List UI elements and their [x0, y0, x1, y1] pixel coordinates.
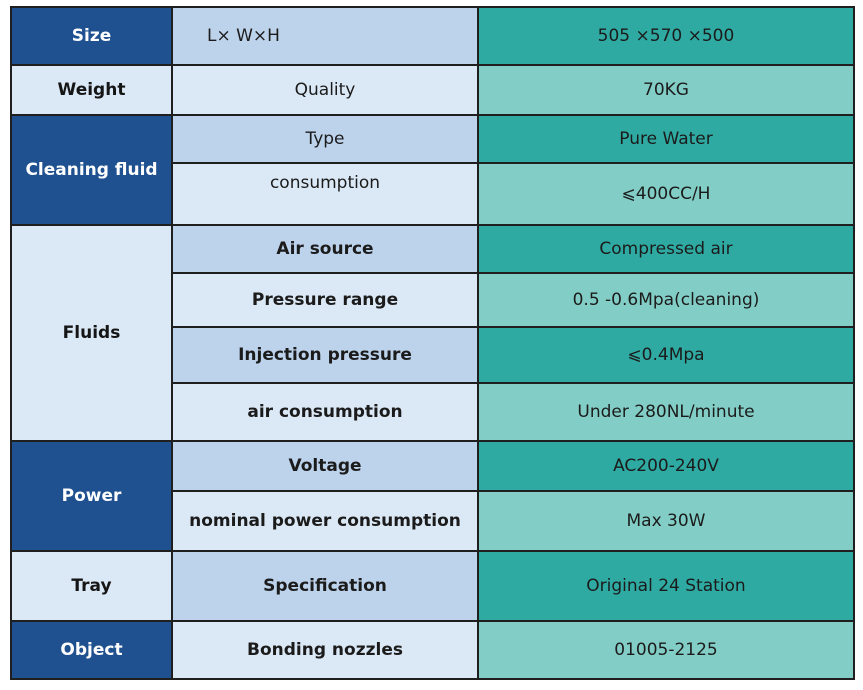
row-pressure-range: Pressure range 0.5 -0.6Mpa(cleaning) — [11, 272, 855, 328]
param-air-consumption: air consumption — [171, 382, 479, 442]
row-injection-pressure: Injection pressure ⩽0.4Mpa — [11, 326, 855, 384]
category-size: Size — [10, 6, 173, 66]
value-weight: 70KG — [477, 64, 855, 116]
value-type: Pure Water — [477, 114, 855, 164]
param-pressure-range: Pressure range — [171, 272, 479, 328]
row-weight: Weight Quality 70KG — [10, 64, 855, 116]
param-injection-pressure: Injection pressure — [171, 326, 479, 384]
param-quality: Quality — [171, 64, 479, 116]
param-nominal-power: nominal power consumption — [171, 490, 479, 552]
param-dimensions: L× W×H — [171, 6, 479, 66]
category-fluids: Fluids — [10, 224, 173, 442]
value-air-consumption: Under 280NL/minute — [477, 382, 855, 442]
spec-table: Size L× W×H 505 ×570 ×500 Weight Quality… — [10, 6, 855, 680]
category-weight: Weight — [10, 64, 173, 116]
row-size: Size L× W×H 505 ×570 ×500 — [10, 6, 855, 66]
row-air-consumption: air consumption Under 280NL/minute — [11, 382, 855, 442]
value-consumption: ⩽400CC/H — [477, 162, 855, 226]
value-air-source: Compressed air — [477, 224, 855, 274]
category-cleaning-fluid: Cleaning fluid — [10, 114, 173, 226]
param-consumption: consumption — [171, 162, 479, 226]
row-cleaning-type: Cleaning fluid Type Pure Water — [10, 114, 855, 226]
value-specification: Original 24 Station — [477, 550, 855, 622]
value-injection-pressure: ⩽0.4Mpa — [477, 326, 855, 384]
row-cleaning-consumption: consumption ⩽400CC/H — [11, 162, 855, 226]
param-air-source: Air source — [171, 224, 479, 274]
value-nominal-power: Max 30W — [477, 490, 855, 552]
param-voltage: Voltage — [171, 440, 479, 492]
category-object: Object — [10, 620, 173, 680]
value-pressure-range: 0.5 -0.6Mpa(cleaning) — [477, 272, 855, 328]
category-power: Power — [10, 440, 173, 552]
category-tray: Tray — [10, 550, 173, 622]
row-voltage: Power Voltage AC200-240V — [10, 440, 855, 552]
value-bonding-nozzles: 01005-2125 — [477, 620, 855, 680]
value-voltage: AC200-240V — [477, 440, 855, 492]
row-nominal-power: nominal power consumption Max 30W — [11, 490, 855, 552]
param-bonding-nozzles: Bonding nozzles — [171, 620, 479, 680]
row-tray: Tray Specification Original 24 Station — [10, 550, 855, 622]
row-air-source: Fluids Air source Compressed air — [10, 224, 855, 442]
value-dimensions: 505 ×570 ×500 — [477, 6, 855, 66]
param-specification: Specification — [171, 550, 479, 622]
param-type: Type — [171, 114, 479, 164]
row-object: Object Bonding nozzles 01005-2125 — [10, 620, 855, 680]
